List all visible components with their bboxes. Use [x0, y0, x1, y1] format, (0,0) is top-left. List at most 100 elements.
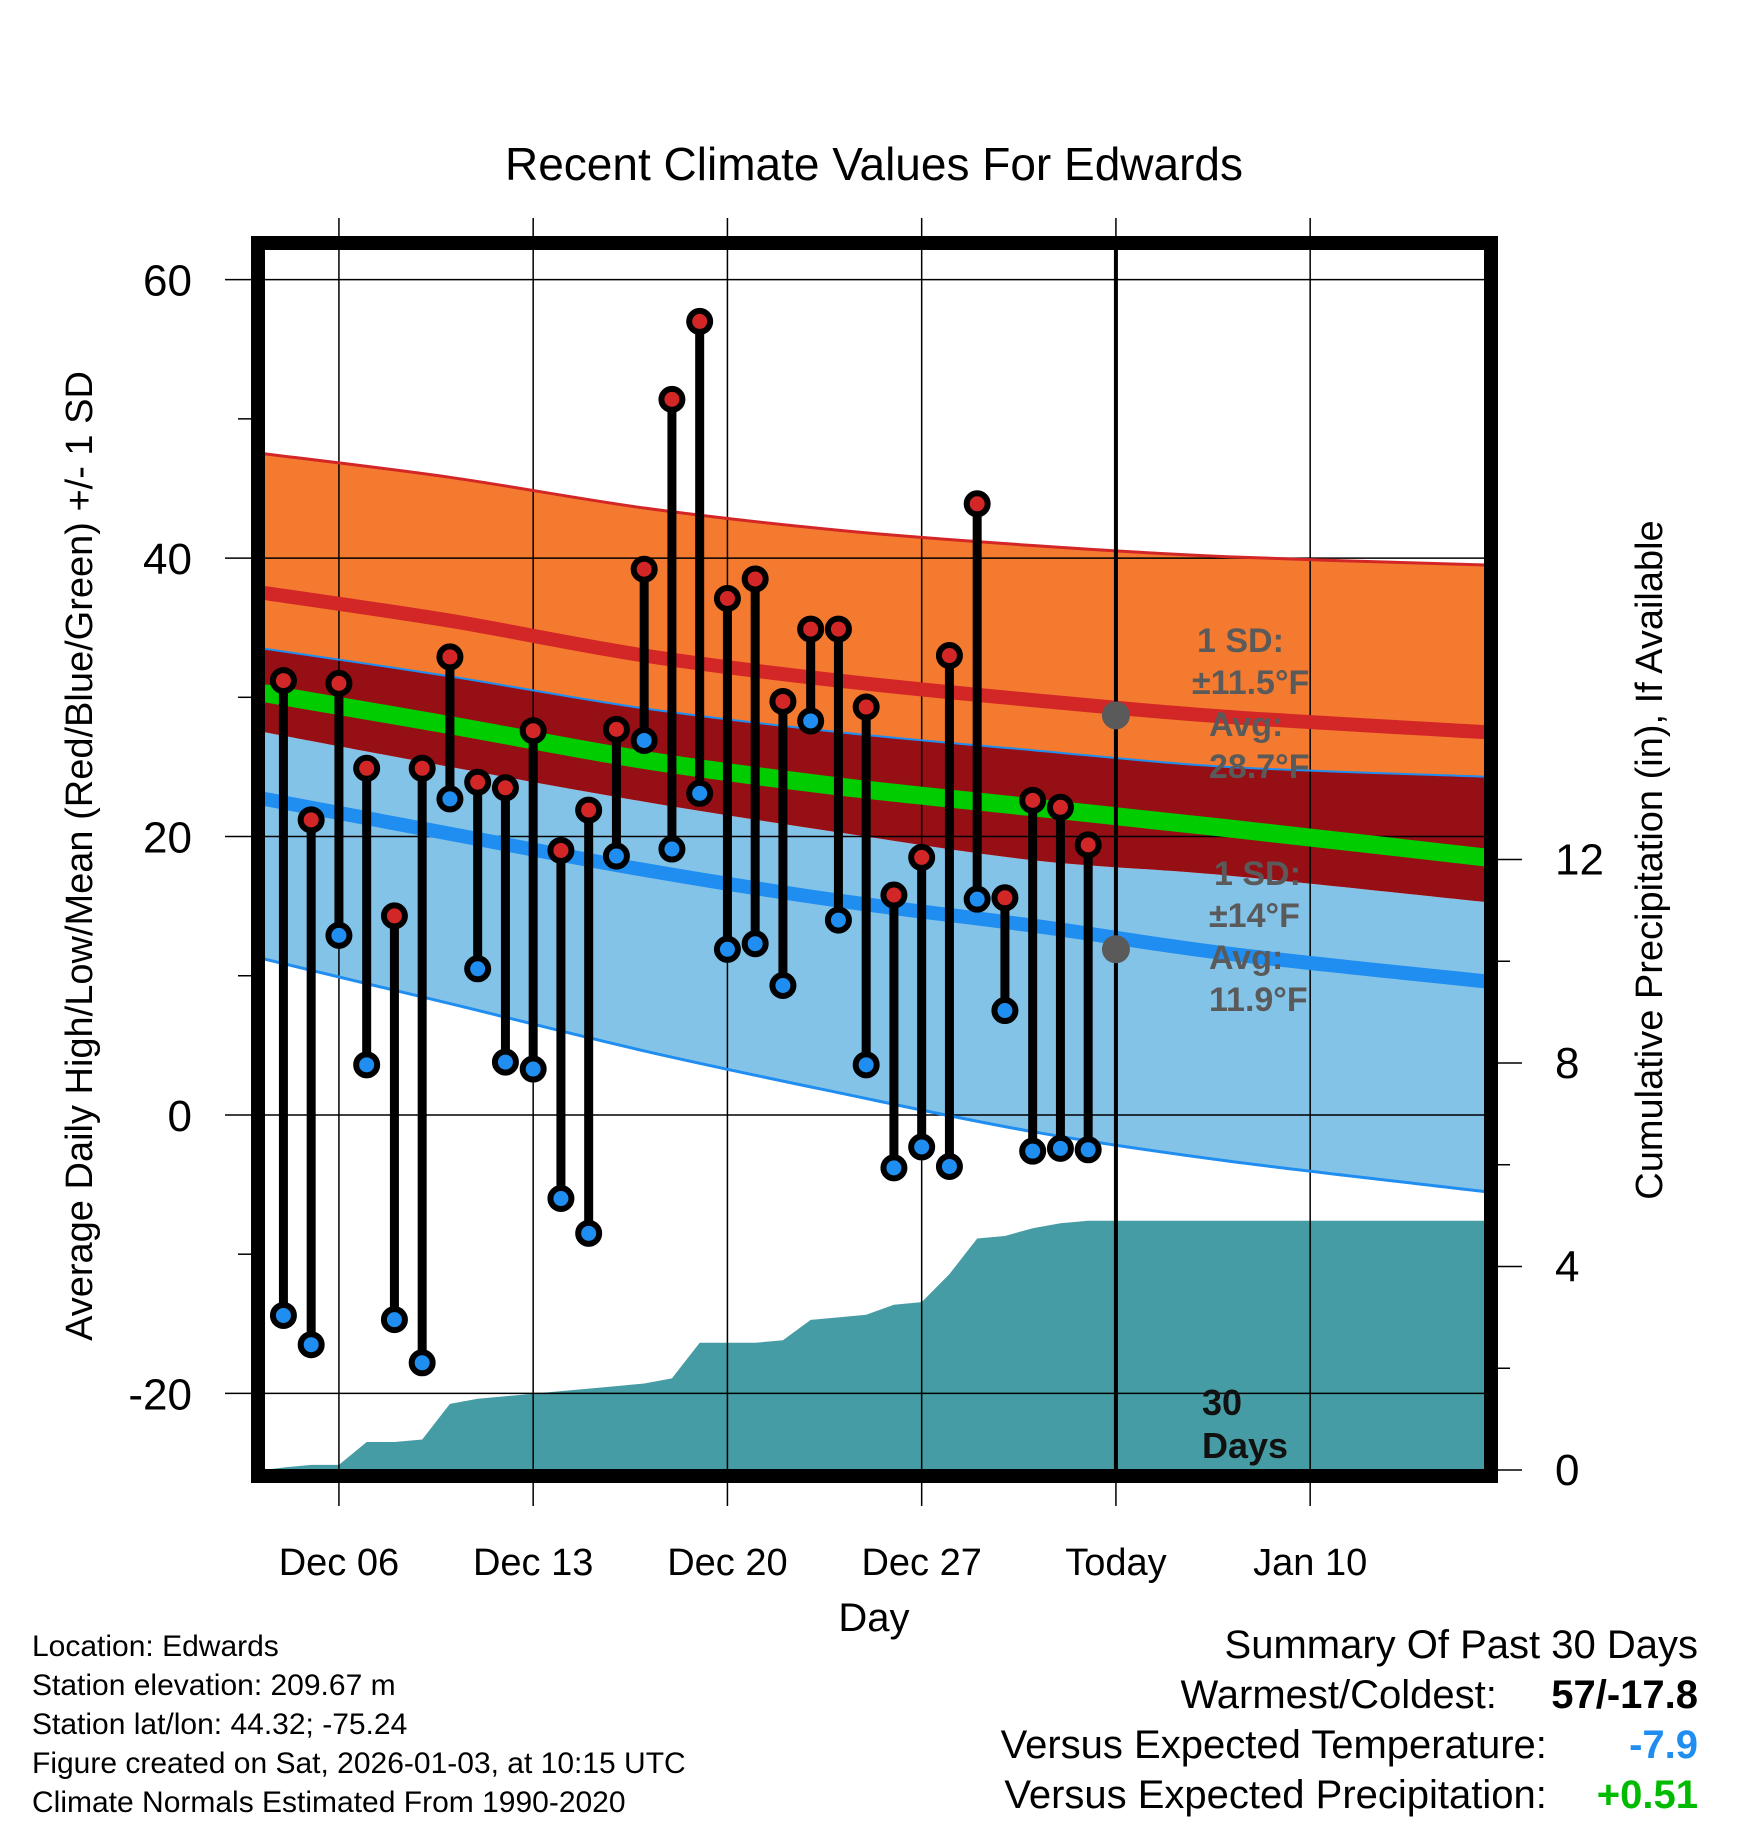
- low-point: [658, 835, 686, 863]
- precipitation-area: [264, 1220, 1485, 1470]
- low-point: [380, 1306, 408, 1334]
- low-point: [797, 707, 825, 735]
- low-point: [769, 971, 797, 999]
- high-point: [380, 902, 408, 930]
- high-point: [741, 565, 769, 593]
- low-point: [297, 1331, 325, 1359]
- low-point: [353, 1051, 381, 1079]
- low-point: [741, 930, 769, 958]
- meta-location: Location: Edwards: [32, 1630, 279, 1663]
- low-point: [464, 955, 492, 983]
- y2-tick-label: 8: [1555, 1039, 1579, 1088]
- low-point: [519, 1055, 547, 1083]
- meta-elevation: Station elevation: 209.67 m: [32, 1669, 396, 1702]
- summary-warmest-row: Warmest/Coldest: 57/-17.8: [1181, 1672, 1699, 1718]
- high-point: [519, 717, 547, 745]
- high-sd-label: 1 SD:: [1197, 622, 1284, 660]
- low-point: [1074, 1136, 1102, 1164]
- low-point: [491, 1048, 519, 1076]
- low-avg-today-marker: [1101, 935, 1130, 964]
- high-point: [408, 754, 436, 782]
- high-point: [658, 385, 686, 413]
- high-upper-line: [264, 452, 1485, 567]
- low-lower-line: [264, 957, 1485, 1194]
- high-point: [1046, 793, 1074, 821]
- low-point: [880, 1154, 908, 1182]
- high-point: [325, 669, 353, 697]
- chart-title: Recent Climate Values For Edwards: [505, 138, 1243, 190]
- normals-bands: [264, 453, 1485, 1192]
- high-avg-label: Avg:: [1209, 706, 1283, 744]
- days-word-label: Days: [1202, 1425, 1288, 1466]
- y2-axis-label: Cumulative Precipitation (in), If Availa…: [1629, 520, 1671, 1199]
- meta-normals: Climate Normals Estimated From 1990-2020: [32, 1786, 626, 1819]
- high-point: [852, 693, 880, 721]
- days-count-label: 30: [1202, 1382, 1242, 1423]
- low-point: [991, 997, 1019, 1025]
- high-point: [713, 584, 741, 612]
- y-tick-label: 40: [143, 535, 192, 584]
- high-point: [797, 615, 825, 643]
- low-point: [935, 1152, 963, 1180]
- x-axis-label: Day: [838, 1596, 909, 1640]
- low-point: [602, 842, 630, 870]
- x-tick-label: Dec 13: [473, 1542, 593, 1584]
- high-point: [991, 884, 1019, 912]
- low-point: [408, 1349, 436, 1377]
- y2-tick-label: 0: [1555, 1446, 1579, 1495]
- high-point: [353, 754, 381, 782]
- high-point: [1074, 831, 1102, 859]
- high-point: [436, 643, 464, 671]
- high-avg-value: 28.7°F: [1209, 748, 1310, 786]
- x-tick-label: Jan 10: [1253, 1542, 1367, 1584]
- low-point: [824, 906, 852, 934]
- low-point: [269, 1301, 297, 1329]
- x-tick-label: Dec 06: [279, 1542, 399, 1584]
- low-point: [575, 1219, 603, 1247]
- high-point: [630, 555, 658, 583]
- high-point: [491, 774, 519, 802]
- low-point: [325, 921, 353, 949]
- low-point: [852, 1051, 880, 1079]
- annotations: 1 SD: ±11.5°F Avg: 28.7°F 1 SD: ±14°F Avg: 11.9…: [1101, 622, 1310, 1466]
- summary-temp-value: -7.9: [1629, 1723, 1698, 1767]
- high-avg-today-marker: [1101, 701, 1130, 730]
- high-point: [935, 642, 963, 670]
- summary-precip-value: +0.51: [1596, 1773, 1698, 1817]
- summary-precip-row: Versus Expected Precipitation: +0.51: [1004, 1772, 1698, 1818]
- high-point: [1019, 786, 1047, 814]
- low-sd-value: ±14°F: [1209, 897, 1300, 935]
- low-point: [908, 1133, 936, 1161]
- high-point: [908, 843, 936, 871]
- high-point: [963, 490, 991, 518]
- plot-frame: [251, 236, 1498, 1483]
- low-point: [963, 885, 991, 913]
- low-avg-label: Avg:: [1209, 939, 1283, 977]
- high-point: [602, 715, 630, 743]
- y-tick-label: 60: [143, 257, 192, 306]
- high-point: [297, 806, 325, 834]
- high-sd-value: ±11.5°F: [1192, 664, 1309, 702]
- summary-title: Summary Of Past 30 Days: [1224, 1623, 1698, 1667]
- low-sd-label: 1 SD:: [1214, 855, 1301, 893]
- low-point: [547, 1185, 575, 1213]
- observed-temperatures: [269, 307, 1102, 1377]
- low-point: [713, 935, 741, 963]
- x-tick-label: Dec 27: [861, 1542, 981, 1584]
- low-point: [1046, 1134, 1074, 1162]
- high-point: [464, 768, 492, 796]
- summary-warmest-value: 57/-17.8: [1551, 1673, 1698, 1717]
- high-point: [880, 881, 908, 909]
- y-tick-label: 0: [168, 1092, 192, 1141]
- meta-created: Figure created on Sat, 2026-01-03, at 10…: [32, 1747, 686, 1780]
- low-point: [630, 726, 658, 754]
- y-tick-label: 20: [143, 814, 192, 863]
- precip-cumulative-area: [264, 1220, 1485, 1470]
- low-point: [436, 785, 464, 813]
- summary-precip-label: Versus Expected Precipitation:: [1004, 1773, 1547, 1817]
- overlap-band: [264, 648, 1485, 902]
- low-point: [686, 779, 714, 807]
- high-point: [686, 307, 714, 335]
- x-tick-label: Today: [1065, 1542, 1166, 1584]
